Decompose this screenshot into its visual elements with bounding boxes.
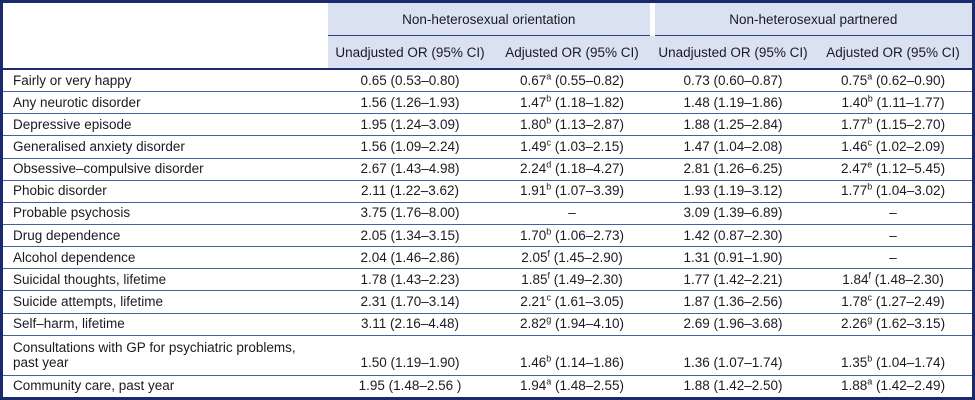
row-label: Alcohol dependence [3, 246, 328, 269]
corner-cell [3, 3, 328, 36]
or-value-cell: 1.56 (1.09–2.24) [328, 135, 492, 159]
row-label: Suicidal thoughts, lifetime [3, 268, 328, 291]
or-value-cell: 1.84f (1.48–2.30) [814, 268, 972, 291]
or-value-cell: 1.70b (1.06–2.73) [492, 224, 653, 247]
or-value-cell: – [814, 224, 972, 247]
or-value-cell: 2.67 (1.43–4.98) [328, 157, 492, 181]
or-value-cell: 1.95 (1.48–2.56 ) [328, 374, 492, 397]
or-value-cell: 3.09 (1.39–6.89) [652, 201, 815, 225]
or-value-cell: 1.42 (0.87–2.30) [652, 224, 815, 247]
or-value-cell: 2.82g (1.94–4.10) [492, 312, 653, 336]
or-value-cell: 1.80b (1.13–2.87) [492, 113, 653, 136]
corner-cell-2 [3, 35, 328, 70]
or-value-cell: 1.88 (1.25–2.84) [652, 113, 815, 136]
or-value-cell: 2.05f (1.45–2.90) [492, 246, 653, 269]
row-label: Fairly or very happy [13, 72, 132, 88]
row-label: Suicide attempts, lifetime [3, 290, 328, 314]
table-row: Community care, past year 1.95 (1.48–2.56… [3, 374, 972, 397]
row-label: Any neurotic disorder [3, 91, 328, 114]
or-value-cell: 1.88 (1.42–2.50) [652, 374, 815, 397]
or-value-cell: 1.87 (1.36–2.56) [652, 290, 815, 314]
table-row: Consultations with GP for psychiatric pr… [3, 334, 972, 376]
col-header-unadjusted-partnered: Unadjusted OR (95% CI) [652, 35, 815, 70]
table-row: Obsessive–compulsive disorder 2.67 (1.43–… [3, 157, 972, 181]
or-value-cell: 1.95 (1.24–3.09) [328, 113, 492, 136]
row-label: Self–harm, lifetime [3, 312, 328, 336]
table-row: Generalised anxiety disorder 1.56 (1.09–2… [3, 135, 972, 159]
or-value-cell: 3.75 (1.76–8.00) [328, 201, 492, 225]
or-value-cell: 1.50 (1.19–1.90) [328, 334, 492, 376]
table-row: Depressive episode 1.95 (1.24–3.09) 1.80b … [3, 113, 972, 136]
or-value-cell: 0.73 (0.60–0.87) [683, 72, 783, 88]
or-value-cell: 2.69 (1.96–3.68) [652, 312, 815, 336]
or-value-cell: 0.65 (0.53–0.80) [360, 72, 460, 88]
group-header-partnered: Non-heterosexual partnered [649, 3, 972, 36]
or-value-cell: 1.46b (1.14–1.86) [492, 334, 653, 376]
or-value-cell: 1.31 (0.91–1.90) [652, 246, 815, 269]
or-value-cell: 2.04 (1.46–2.86) [328, 246, 492, 269]
row-label: Depressive episode [3, 113, 328, 136]
or-value-cell: 2.24d (1.18–4.27) [492, 157, 653, 181]
row-label: Generalised anxiety disorder [3, 135, 328, 159]
or-value-cell: 1.56 (1.26–1.93) [328, 91, 492, 114]
or-value-cell: 1.48 (1.19–1.86) [652, 91, 815, 114]
table-row: Suicide attempts, lifetime 2.31 (1.70–3.1… [3, 290, 972, 314]
or-value-cell: 1.36 (1.07–1.74) [652, 334, 815, 376]
or-value-cell: 1.85f (1.49–2.30) [492, 268, 653, 291]
col-header-adjusted-partnered: Adjusted OR (95% CI) [814, 35, 972, 70]
or-value-cell: 2.31 (1.70–3.14) [328, 290, 492, 314]
row-label: Consultations with GP for psychiatric pr… [3, 334, 328, 376]
table-body: Fairly or very happy 0.65 (0.53–0.80) 0.67… [3, 69, 972, 397]
or-value-cell: 2.81 (1.26–6.25) [652, 157, 815, 181]
or-value-cell: – [814, 246, 972, 269]
or-value-cell: 3.11 (2.16–4.48) [328, 312, 492, 336]
group-header-row: Non-heterosexual orientation Non-heteros… [3, 3, 972, 36]
or-value-cell: 1.88a (1.42–2.49) [814, 374, 972, 397]
table-row: Alcohol dependence 2.04 (1.46–2.86) 2.05f … [3, 246, 972, 269]
or-value-cell: 2.11 (1.22–3.62) [328, 179, 492, 203]
or-value-cell: 1.94a (1.48–2.55) [492, 374, 653, 397]
or-value-cell: – [814, 201, 972, 225]
row-label: Drug dependence [3, 224, 328, 247]
row-label: Community care, past year [3, 374, 328, 397]
row-label: Obsessive–compulsive disorder [3, 157, 328, 181]
or-value-cell: 0.67a (0.55–0.82) [519, 71, 625, 88]
or-value-cell: 2.21c (1.61–3.05) [492, 290, 653, 314]
odds-ratio-table: Non-heterosexual orientation Non-heteros… [3, 3, 972, 397]
or-value-cell: 1.91b (1.07–3.39) [492, 179, 653, 203]
row-label: Probable psychosis [3, 201, 328, 225]
or-value-cell: 1.78c (1.27–2.49) [814, 290, 972, 314]
or-value-cell: – [492, 201, 653, 225]
table-row: Phobic disorder 2.11 (1.22–3.62) 1.91b (1.… [3, 179, 972, 203]
or-value-cell: 1.40b (1.11–1.77) [814, 91, 972, 114]
or-value-cell: 0.75a (0.62–0.90) [840, 71, 946, 88]
table-row: Probable psychosis 3.75 (1.76–8.00) –3.09 … [3, 201, 972, 225]
table-row: Suicidal thoughts, lifetime 1.78 (1.43–2.… [3, 268, 972, 291]
table-row: Drug dependence 2.05 (1.34–3.15) 1.70b (1.… [3, 224, 972, 247]
or-value-cell: 1.35b (1.04–1.74) [814, 334, 972, 376]
col-header-adjusted-orientation: Adjusted OR (95% CI) [492, 35, 653, 70]
table-row: Fairly or very happy 0.65 (0.53–0.80) 0.67… [3, 69, 972, 92]
or-value-cell: 2.05 (1.34–3.15) [328, 224, 492, 247]
group-header-orientation: Non-heterosexual orientation [328, 3, 653, 36]
or-value-cell: 1.77 (1.42–2.21) [652, 268, 815, 291]
or-value-cell: 1.77b (1.04–3.02) [814, 179, 972, 203]
or-value-cell: 1.93 (1.19–3.12) [652, 179, 815, 203]
or-value-cell: 2.47e (1.12–5.45) [814, 157, 972, 181]
or-value-cell: 1.47 (1.04–2.08) [652, 135, 815, 159]
or-value-cell: 2.26g (1.62–3.15) [814, 312, 972, 336]
or-value-cell: 1.46c (1.02–2.09) [814, 135, 972, 159]
column-header-row: Unadjusted OR (95% CI) Adjusted OR (95% … [3, 35, 972, 70]
table-row: Self–harm, lifetime 3.11 (2.16–4.48) 2.82g… [3, 312, 972, 336]
or-value-cell: 1.49c (1.03–2.15) [492, 135, 653, 159]
or-value-cell: 1.78 (1.43–2.23) [328, 268, 492, 291]
col-header-unadjusted-orientation: Unadjusted OR (95% CI) [328, 35, 492, 70]
row-label: Phobic disorder [3, 179, 328, 203]
or-value-cell: 1.77b (1.15–2.70) [814, 113, 972, 136]
table-row: Any neurotic disorder 1.56 (1.26–1.93) 1.4… [3, 91, 972, 114]
or-value-cell: 1.47b (1.18–1.82) [492, 91, 653, 114]
